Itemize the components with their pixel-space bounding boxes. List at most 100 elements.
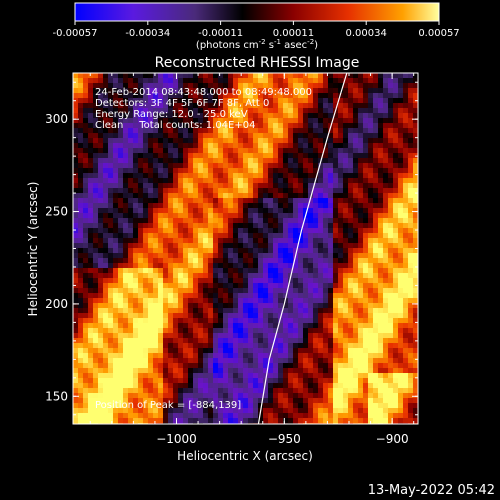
heatmap-cell [178, 328, 183, 333]
heatmap-cell [198, 318, 203, 323]
heatmap-cell [388, 338, 393, 343]
heatmap-cell [313, 378, 318, 383]
heatmap-cell [78, 363, 83, 368]
heatmap-cell [248, 263, 253, 268]
heatmap-cell [378, 273, 383, 278]
heatmap-cell [143, 78, 148, 83]
heatmap-cell [233, 338, 238, 343]
heatmap-cell [328, 143, 333, 148]
heatmap-cell [78, 258, 83, 263]
heatmap-cell [143, 93, 148, 98]
heatmap-cell [128, 373, 133, 378]
heatmap-cell [248, 418, 253, 423]
heatmap-cell [108, 183, 113, 188]
heatmap-cell [243, 178, 248, 183]
heatmap-cell [188, 308, 193, 313]
heatmap-cell [303, 408, 308, 413]
heatmap-cell [123, 118, 128, 123]
heatmap-cell [308, 148, 313, 153]
heatmap-cell [293, 323, 298, 328]
heatmap-cell [403, 118, 408, 123]
heatmap-cell [108, 318, 113, 323]
heatmap-cell [278, 413, 283, 418]
heatmap-cell [158, 248, 163, 253]
heatmap-cell [198, 153, 203, 158]
heatmap-cell [88, 343, 93, 348]
heatmap-cell [408, 308, 413, 313]
heatmap-cell [413, 268, 418, 273]
heatmap-cell [118, 253, 123, 258]
heatmap-cell [148, 243, 153, 248]
heatmap-cell [128, 333, 133, 338]
heatmap-cell [173, 323, 178, 328]
heatmap-cell [108, 118, 113, 123]
heatmap-cell [288, 383, 293, 388]
heatmap-cell [383, 208, 388, 213]
heatmap-cell [318, 253, 323, 258]
heatmap-cell [98, 288, 103, 293]
heatmap-cell [258, 183, 263, 188]
heatmap-cell [293, 233, 298, 238]
heatmap-cell [198, 183, 203, 188]
heatmap-cell [313, 193, 318, 198]
heatmap-cell [278, 338, 283, 343]
heatmap-cell [408, 383, 413, 388]
heatmap-cell [363, 383, 368, 388]
heatmap-cell [338, 368, 343, 373]
heatmap-cell [408, 298, 413, 303]
heatmap-cell [268, 268, 273, 273]
heatmap-cell [168, 173, 173, 178]
heatmap-cell [393, 403, 398, 408]
heatmap-cell [108, 293, 113, 298]
heatmap-cell [383, 98, 388, 103]
heatmap-cell [118, 98, 123, 103]
heatmap-cell [218, 83, 223, 88]
heatmap-cell [288, 73, 293, 78]
heatmap-cell [158, 148, 163, 153]
heatmap-cell [373, 103, 378, 108]
heatmap-cell [148, 403, 153, 408]
heatmap-cell [313, 98, 318, 103]
heatmap-cell [353, 178, 358, 183]
heatmap-cell [298, 323, 303, 328]
heatmap-cell [268, 308, 273, 313]
heatmap-cell [218, 198, 223, 203]
heatmap-cell [268, 98, 273, 103]
heatmap-cell [308, 418, 313, 423]
heatmap-cell [263, 398, 268, 403]
heatmap-cell [213, 73, 218, 78]
heatmap-cell [143, 408, 148, 413]
heatmap-cell [293, 98, 298, 103]
heatmap-cell [323, 293, 328, 298]
heatmap-cell [103, 328, 108, 333]
heatmap-cell [368, 183, 373, 188]
heatmap-cell [263, 338, 268, 343]
heatmap-cell [258, 293, 263, 298]
heatmap-cell [393, 78, 398, 83]
heatmap-cell [228, 368, 233, 373]
heatmap-cell [133, 298, 138, 303]
heatmap-cell [318, 118, 323, 123]
heatmap-cell [103, 323, 108, 328]
heatmap-cell [133, 163, 138, 168]
heatmap-cell [323, 413, 328, 418]
heatmap-cell [123, 103, 128, 108]
heatmap-cell [318, 293, 323, 298]
heatmap-cell [313, 268, 318, 273]
heatmap-cell [73, 108, 78, 113]
heatmap-cell [128, 263, 133, 268]
heatmap-cell [388, 98, 393, 103]
heatmap-cell [253, 193, 258, 198]
heatmap-cell [333, 263, 338, 268]
heatmap-cell [88, 373, 93, 378]
heatmap-cell [78, 253, 83, 258]
heatmap-cell [363, 153, 368, 158]
heatmap-cell [333, 143, 338, 148]
heatmap-cell [263, 268, 268, 273]
heatmap-cell [338, 168, 343, 173]
heatmap-cell [263, 283, 268, 288]
heatmap-cell [403, 218, 408, 223]
heatmap-cell [248, 208, 253, 213]
heatmap-cell [408, 348, 413, 353]
heatmap-cell [73, 233, 78, 238]
